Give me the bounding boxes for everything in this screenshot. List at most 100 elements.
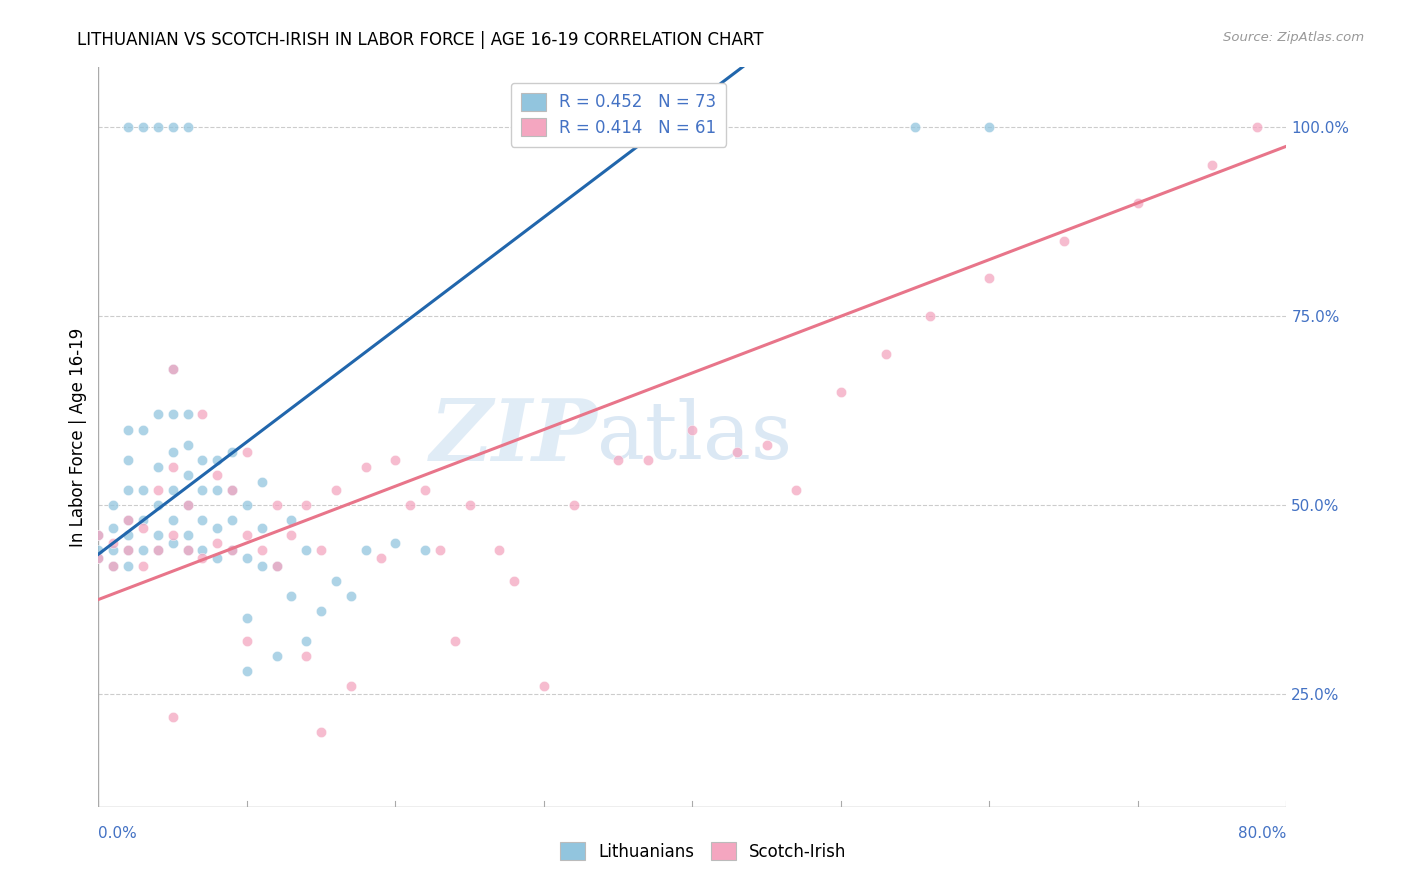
Point	[266, 649, 288, 664]
Point	[221, 483, 243, 497]
Point	[176, 543, 198, 558]
Point	[103, 558, 125, 573]
Point	[340, 589, 363, 603]
Point	[354, 543, 377, 558]
Point	[399, 498, 422, 512]
Point	[146, 543, 169, 558]
Point	[162, 536, 184, 550]
Point	[117, 120, 139, 135]
Text: 0.0%: 0.0%	[98, 826, 138, 841]
Point	[103, 498, 125, 512]
Point	[162, 513, 184, 527]
Point	[295, 634, 318, 648]
Point	[132, 521, 155, 535]
Point	[103, 536, 125, 550]
Point	[117, 543, 139, 558]
Point	[176, 437, 198, 451]
Point	[280, 528, 302, 542]
Point	[221, 543, 243, 558]
Point	[146, 543, 169, 558]
Point	[280, 589, 302, 603]
Point	[117, 423, 139, 437]
Point	[295, 498, 318, 512]
Point	[146, 120, 169, 135]
Point	[132, 543, 155, 558]
Point	[266, 558, 288, 573]
Point	[176, 543, 198, 558]
Point	[236, 551, 259, 566]
Point	[87, 543, 110, 558]
Point	[236, 498, 259, 512]
Legend: Lithuanians, Scotch-Irish: Lithuanians, Scotch-Irish	[553, 836, 853, 868]
Point	[1201, 158, 1223, 172]
Point	[191, 543, 214, 558]
Point	[162, 709, 184, 723]
Point	[250, 521, 273, 535]
Point	[755, 437, 778, 451]
Point	[221, 445, 243, 459]
Point	[87, 528, 110, 542]
Point	[162, 120, 184, 135]
Point	[830, 384, 852, 399]
Point	[309, 724, 332, 739]
Point	[384, 452, 406, 467]
Point	[488, 543, 510, 558]
Point	[562, 498, 585, 512]
Point	[236, 665, 259, 679]
Point	[725, 445, 748, 459]
Point	[250, 558, 273, 573]
Point	[162, 460, 184, 475]
Point	[309, 543, 332, 558]
Point	[176, 120, 198, 135]
Point	[176, 528, 198, 542]
Point	[87, 551, 110, 566]
Point	[162, 528, 184, 542]
Point	[146, 528, 169, 542]
Point	[117, 528, 139, 542]
Text: Source: ZipAtlas.com: Source: ZipAtlas.com	[1223, 31, 1364, 45]
Point	[117, 513, 139, 527]
Point	[904, 120, 927, 135]
Point	[221, 483, 243, 497]
Point	[280, 513, 302, 527]
Text: atlas: atlas	[598, 398, 793, 476]
Text: LITHUANIAN VS SCOTCH-IRISH IN LABOR FORCE | AGE 16-19 CORRELATION CHART: LITHUANIAN VS SCOTCH-IRISH IN LABOR FORC…	[77, 31, 763, 49]
Point	[429, 543, 451, 558]
Point	[146, 460, 169, 475]
Point	[103, 558, 125, 573]
Point	[162, 408, 184, 422]
Y-axis label: In Labor Force | Age 16-19: In Labor Force | Age 16-19	[69, 327, 87, 547]
Point	[205, 536, 228, 550]
Point	[979, 120, 1001, 135]
Point	[162, 362, 184, 376]
Point	[191, 551, 214, 566]
Legend: R = 0.452   N = 73, R = 0.414   N = 61: R = 0.452 N = 73, R = 0.414 N = 61	[510, 83, 725, 146]
Point	[458, 498, 481, 512]
Point	[117, 558, 139, 573]
Point	[413, 543, 436, 558]
Point	[384, 536, 406, 550]
Point	[637, 452, 659, 467]
Point	[681, 423, 703, 437]
Point	[607, 452, 630, 467]
Point	[205, 521, 228, 535]
Point	[176, 498, 198, 512]
Point	[266, 558, 288, 573]
Point	[875, 347, 897, 361]
Point	[250, 543, 273, 558]
Point	[176, 467, 198, 482]
Point	[132, 120, 155, 135]
Point	[117, 513, 139, 527]
Point	[920, 309, 942, 323]
Point	[87, 528, 110, 542]
Point	[191, 513, 214, 527]
Point	[205, 483, 228, 497]
Point	[236, 445, 259, 459]
Point	[117, 452, 139, 467]
Point	[503, 574, 526, 588]
Text: ZIP: ZIP	[430, 395, 598, 479]
Point	[236, 634, 259, 648]
Point	[236, 611, 259, 625]
Point	[325, 483, 347, 497]
Point	[132, 423, 155, 437]
